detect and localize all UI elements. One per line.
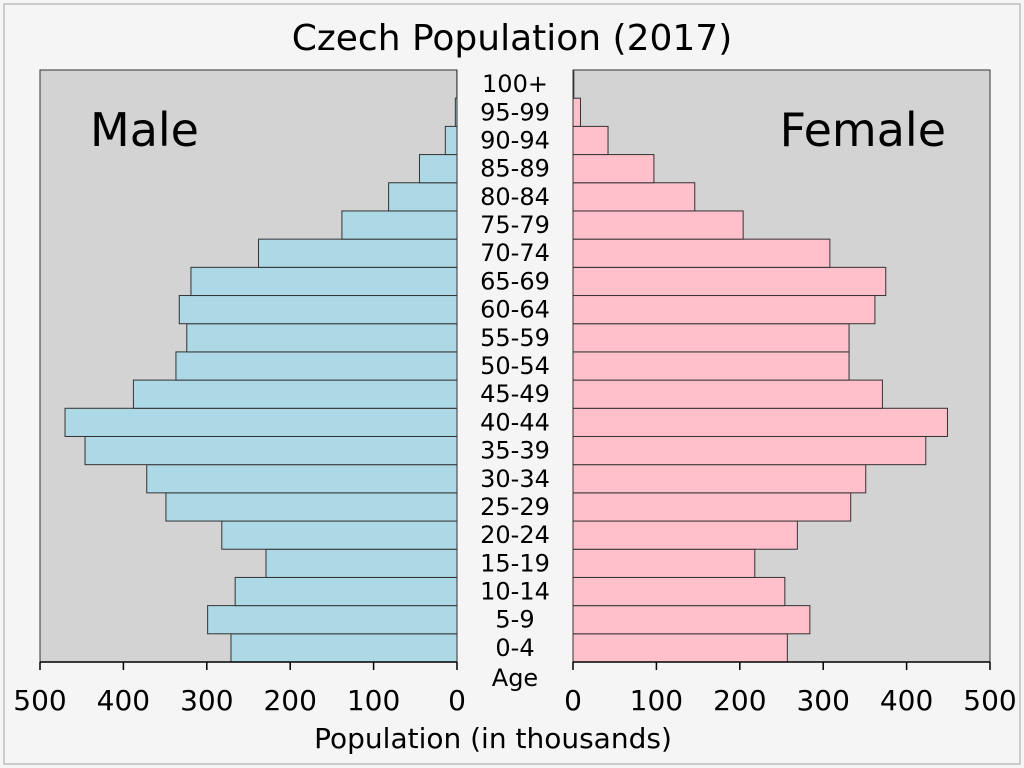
male-bar-70-74	[258, 238, 458, 268]
male-bar-10-14	[234, 576, 458, 607]
age-label-65-69: 65-69	[480, 267, 550, 295]
age-axis-label: Age	[492, 664, 538, 692]
male-series-label: Male	[90, 103, 199, 157]
age-label-0-4: 0-4	[495, 634, 534, 662]
female-bar-20-24	[572, 520, 798, 550]
age-label-45-49: 45-49	[480, 380, 550, 408]
figure-border	[3, 3, 1021, 765]
female-bar-10-14	[572, 576, 786, 607]
female-bar-35-39	[572, 435, 927, 466]
male-tick-label-500: 500	[13, 684, 66, 717]
female-bar-45-49	[572, 379, 883, 409]
male-x-ticks: 0 100 200 300 400 500	[13, 662, 466, 717]
female-tick-label-300: 300	[796, 684, 849, 717]
male-bar-95-99	[454, 97, 458, 127]
age-label-15-19: 15-19	[480, 549, 550, 577]
age-label-85-89: 85-89	[480, 155, 550, 183]
male-bar-30-34	[146, 464, 458, 494]
male-bar-25-29	[165, 492, 458, 522]
male-bar-45-49	[132, 379, 458, 409]
male-bar-85-89	[418, 154, 458, 184]
male-bars	[64, 69, 458, 663]
female-bar-65-69	[572, 266, 887, 297]
chart-title: Czech Population (2017)	[292, 18, 733, 59]
age-label-10-14: 10-14	[480, 578, 550, 606]
male-bar-55-59	[186, 323, 458, 353]
age-label-100+: 100+	[482, 70, 548, 98]
age-label-70-74: 70-74	[480, 239, 550, 267]
male-bar-0-4	[230, 633, 458, 663]
female-bar-70-74	[572, 238, 831, 268]
female-bar-15-19	[572, 548, 756, 578]
female-tick-label-200: 200	[713, 684, 766, 717]
male-tick-label-100: 100	[347, 684, 400, 717]
male-bar-60-64	[178, 295, 458, 325]
female-bar-85-89	[572, 154, 655, 184]
female-x-ticks: 0 100 200 300 400 500	[564, 662, 1017, 717]
age-label-20-24: 20-24	[480, 521, 550, 549]
female-bar-50-54	[572, 351, 850, 381]
female-bar-25-29	[572, 492, 852, 522]
female-tick-label-500: 500	[963, 684, 1016, 717]
age-label-95-99: 95-99	[480, 98, 550, 126]
female-bar-95-99	[572, 97, 582, 127]
male-bar-20-24	[221, 520, 458, 550]
age-label-80-84: 80-84	[480, 183, 550, 211]
age-label-75-79: 75-79	[480, 211, 550, 239]
male-tick-label-0: 0	[448, 684, 466, 717]
male-bar-75-79	[341, 210, 458, 240]
male-bar-65-69	[190, 266, 458, 297]
age-label-90-94: 90-94	[480, 126, 550, 154]
male-bar-80-84	[388, 182, 458, 212]
male-tick-label-400: 400	[97, 684, 150, 717]
male-bar-5-9	[207, 605, 458, 635]
female-bar-55-59	[572, 323, 850, 353]
male-bar-50-54	[175, 351, 458, 381]
age-label-55-59: 55-59	[480, 324, 550, 352]
female-series-label: Female	[780, 103, 946, 157]
age-label-60-64: 60-64	[480, 296, 550, 324]
male-tick-label-200: 200	[263, 684, 316, 717]
age-label-30-34: 30-34	[480, 465, 550, 493]
female-bar-90-94	[572, 125, 609, 156]
male-tick-label-300: 300	[180, 684, 233, 717]
male-bar-15-19	[265, 548, 458, 578]
female-bar-30-34	[572, 464, 867, 494]
age-labels: 0-45-910-1415-1920-2425-2930-3435-3940-4…	[480, 70, 550, 662]
age-label-25-29: 25-29	[480, 493, 550, 521]
male-bar-40-44	[64, 407, 458, 437]
female-bar-0-4	[572, 633, 788, 663]
age-label-40-44: 40-44	[480, 408, 550, 436]
age-label-50-54: 50-54	[480, 352, 550, 380]
female-bar-100+	[572, 69, 575, 99]
female-tick-label-100: 100	[630, 684, 683, 717]
male-bar-90-94	[444, 125, 458, 156]
female-bar-40-44	[572, 407, 948, 437]
age-label-5-9: 5-9	[495, 606, 534, 634]
age-label-35-39: 35-39	[480, 437, 550, 465]
female-bar-75-79	[572, 210, 744, 240]
female-bars	[572, 69, 948, 663]
female-tick-label-400: 400	[880, 684, 933, 717]
female-bar-80-84	[572, 182, 696, 212]
female-tick-label-0: 0	[564, 684, 582, 717]
x-axis-label: Population (in thousands)	[314, 722, 672, 755]
female-bar-5-9	[572, 605, 811, 635]
male-bar-35-39	[84, 435, 458, 466]
female-bar-60-64	[572, 295, 876, 325]
